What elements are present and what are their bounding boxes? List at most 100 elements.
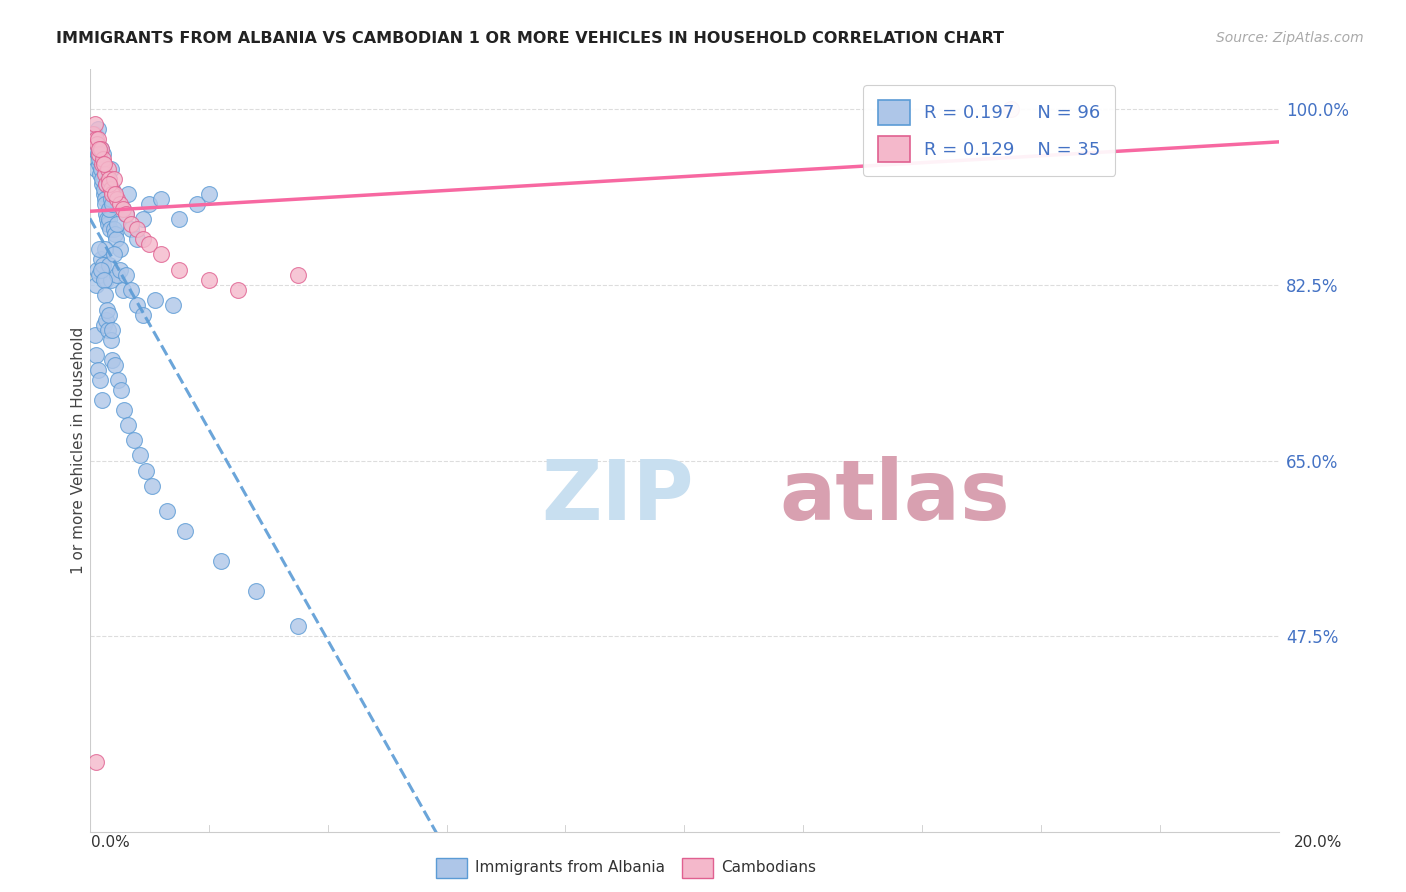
Point bbox=[111, 202, 134, 217]
Point bbox=[87, 132, 110, 146]
Point bbox=[162, 298, 184, 312]
Point bbox=[105, 232, 128, 246]
Point bbox=[111, 202, 134, 217]
Point bbox=[124, 434, 146, 448]
Point bbox=[156, 504, 179, 518]
Point bbox=[150, 192, 173, 206]
Point bbox=[90, 177, 112, 191]
Point bbox=[100, 272, 122, 286]
Point bbox=[90, 157, 112, 171]
Point bbox=[98, 308, 121, 322]
Point bbox=[87, 363, 110, 377]
Point bbox=[287, 619, 309, 633]
Point bbox=[138, 197, 160, 211]
Point bbox=[86, 262, 108, 277]
Text: Cambodians: Cambodians bbox=[721, 860, 817, 874]
Point bbox=[93, 192, 115, 206]
Point bbox=[91, 258, 114, 272]
Point bbox=[94, 287, 117, 301]
Point bbox=[117, 187, 139, 202]
Point bbox=[132, 212, 155, 227]
Text: atlas: atlas bbox=[779, 456, 1011, 537]
Point bbox=[100, 333, 122, 347]
Point bbox=[93, 318, 115, 332]
Point bbox=[105, 268, 128, 282]
Point bbox=[228, 283, 250, 297]
Point bbox=[209, 554, 232, 568]
Point bbox=[98, 222, 121, 236]
Point bbox=[129, 449, 152, 463]
Point bbox=[87, 121, 110, 136]
Point bbox=[143, 293, 166, 307]
Point bbox=[138, 237, 160, 252]
Point bbox=[105, 217, 128, 231]
Point bbox=[135, 464, 157, 478]
Point bbox=[167, 262, 190, 277]
Text: Source: ZipAtlas.com: Source: ZipAtlas.com bbox=[1216, 31, 1364, 45]
Point bbox=[97, 172, 120, 186]
Point bbox=[87, 157, 110, 171]
Point bbox=[98, 177, 121, 191]
Point bbox=[114, 268, 136, 282]
Point bbox=[84, 161, 107, 176]
Point bbox=[86, 348, 108, 362]
Point bbox=[121, 283, 143, 297]
Point bbox=[127, 298, 149, 312]
Point bbox=[93, 187, 115, 202]
Point bbox=[132, 232, 155, 246]
Point bbox=[127, 232, 149, 246]
Point bbox=[97, 323, 120, 337]
Point bbox=[93, 167, 115, 181]
Point bbox=[127, 222, 149, 236]
Point bbox=[91, 152, 114, 166]
Point bbox=[103, 172, 125, 186]
Point bbox=[87, 268, 110, 282]
Text: IMMIGRANTS FROM ALBANIA VS CAMBODIAN 1 OR MORE VEHICLES IN HOUSEHOLD CORRELATION: IMMIGRANTS FROM ALBANIA VS CAMBODIAN 1 O… bbox=[56, 31, 1004, 46]
Point bbox=[96, 177, 118, 191]
Point bbox=[197, 187, 219, 202]
Point bbox=[94, 197, 117, 211]
Point bbox=[150, 247, 173, 261]
Point bbox=[89, 147, 111, 161]
Legend: R = 0.197    N = 96, R = 0.129    N = 35: R = 0.197 N = 96, R = 0.129 N = 35 bbox=[863, 86, 1115, 176]
Point bbox=[186, 197, 208, 211]
Point bbox=[111, 283, 134, 297]
Point bbox=[112, 403, 135, 417]
Point bbox=[287, 268, 309, 282]
Point bbox=[101, 353, 124, 368]
Point bbox=[96, 272, 118, 286]
Point bbox=[245, 584, 267, 599]
Point bbox=[91, 172, 114, 186]
Point bbox=[101, 187, 124, 202]
Point bbox=[97, 212, 120, 227]
Text: 0.0%: 0.0% bbox=[91, 836, 131, 850]
Point bbox=[90, 252, 112, 267]
Point bbox=[100, 182, 122, 196]
Point bbox=[87, 142, 110, 156]
Text: ZIP: ZIP bbox=[541, 456, 695, 537]
Point bbox=[132, 308, 155, 322]
Point bbox=[93, 182, 115, 196]
Point bbox=[90, 142, 112, 156]
Point bbox=[101, 182, 124, 196]
Point bbox=[89, 167, 111, 181]
Point bbox=[96, 177, 118, 191]
Point bbox=[103, 222, 125, 236]
Point bbox=[89, 243, 111, 257]
Point bbox=[121, 217, 143, 231]
Point bbox=[90, 161, 112, 176]
Point bbox=[141, 478, 163, 492]
Y-axis label: 1 or more Vehicles in Household: 1 or more Vehicles in Household bbox=[72, 326, 86, 574]
Point bbox=[91, 393, 114, 408]
Point bbox=[83, 327, 105, 342]
Point bbox=[83, 117, 105, 131]
Point bbox=[90, 262, 112, 277]
Point bbox=[100, 192, 122, 206]
Point bbox=[97, 161, 120, 176]
Point bbox=[104, 187, 127, 202]
Point bbox=[117, 418, 139, 433]
Point bbox=[82, 127, 104, 141]
Point bbox=[97, 217, 120, 231]
Point bbox=[94, 207, 117, 221]
Point bbox=[94, 313, 117, 327]
